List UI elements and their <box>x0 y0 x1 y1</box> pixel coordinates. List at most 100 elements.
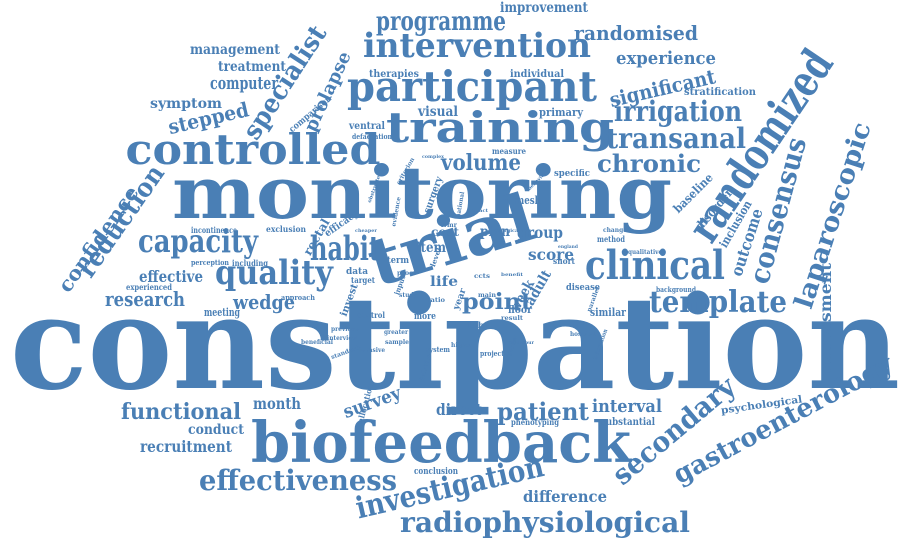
word-experience: experience <box>616 48 716 69</box>
word-control: control <box>357 310 385 320</box>
word-cheaper: cheaper <box>355 228 377 234</box>
word-life: life <box>430 274 458 290</box>
word-qualitative: qualitative <box>628 249 662 256</box>
word-radiophysiological: radiophysiological <box>400 506 690 539</box>
word-surgical: surgical <box>498 228 520 234</box>
word-term: term <box>387 256 409 266</box>
word-perception: perception <box>191 258 229 267</box>
word-research: research <box>105 287 185 311</box>
word-defaecation: defaecation <box>352 132 392 141</box>
word-functional: functional <box>121 399 241 425</box>
word-symptom: symptom <box>150 96 222 112</box>
word-ventral: ventral <box>348 121 385 132</box>
word-month: month <box>253 394 301 413</box>
word-method: method <box>597 234 625 244</box>
word-floor: floor <box>508 305 533 316</box>
word-treatment: treatment <box>218 59 286 75</box>
word-substantial: substantial <box>601 417 655 428</box>
word-clinical: clinical <box>585 242 725 289</box>
word-exclusion: exclusion <box>266 224 306 234</box>
word-project: project <box>480 349 505 358</box>
word-conduct: conduct <box>188 422 244 438</box>
word-including: including <box>232 258 268 268</box>
word-benefit: benefit <box>501 272 524 278</box>
word-background: background <box>656 285 696 294</box>
word-bibf: bibf <box>468 320 489 330</box>
word-interval: interval <box>592 396 662 417</box>
word-mesh: mesh <box>515 194 541 207</box>
word-constipation: constipation <box>10 269 900 419</box>
word-group: group <box>517 223 563 242</box>
word-hospital: hospital <box>570 331 597 338</box>
word-target: target <box>351 275 375 285</box>
word-participant: participant <box>347 62 598 111</box>
word-sample: sample <box>385 339 409 346</box>
word-greater: greater <box>384 329 409 336</box>
word-biofeedback: biofeedback <box>251 410 632 476</box>
word-score: score <box>528 245 574 264</box>
word-intervention: intervention <box>363 26 591 66</box>
word-plan: plan <box>480 224 510 240</box>
word-wedge: wedge <box>232 290 295 314</box>
word-controlled: controlled <box>126 125 381 174</box>
word-beneficial: beneficial <box>301 339 334 346</box>
word-ratio: ratio <box>427 297 445 304</box>
word-recruitment: recruitment <box>140 437 233 456</box>
word-stratification: stratification <box>684 87 757 98</box>
word-behaviour: behaviour <box>508 340 534 346</box>
word-measure: measure <box>492 146 526 156</box>
word-computer: computer <box>210 73 278 94</box>
word-direct: direct <box>436 400 483 419</box>
word-conclusion: conclusion <box>414 467 458 477</box>
word-short: short <box>553 256 575 266</box>
word-irrigation: irrigation <box>614 95 742 128</box>
word-ccts: ccts <box>474 273 491 280</box>
word-training: training <box>386 103 614 152</box>
word-management: management <box>190 42 280 58</box>
word-cost: cost <box>431 225 459 239</box>
word-programme: programme <box>376 7 506 37</box>
word-proc: proc <box>397 270 413 277</box>
word-habit: habit <box>310 229 380 269</box>
word-more: more <box>414 312 436 322</box>
word-phenotyping: phenotyping <box>511 417 559 427</box>
word-change: change <box>603 227 627 234</box>
word-data: data <box>346 267 368 277</box>
word-national: national <box>455 191 467 218</box>
word-effectiveness: effectiveness <box>199 464 397 497</box>
word-meeting: meeting <box>204 306 240 319</box>
word-specific: specific <box>554 169 590 179</box>
word-chronic: chronic <box>597 149 701 178</box>
word-interview: interview <box>327 335 358 342</box>
word-monitoring: monitoring <box>172 150 672 235</box>
word-capacity: capacity <box>138 222 259 260</box>
word-quality: quality <box>215 253 334 293</box>
word-disease: disease <box>566 283 600 293</box>
word-incontinence: incontinence <box>191 225 237 235</box>
word-volume: volume <box>440 150 521 176</box>
word-result: result <box>501 315 523 322</box>
word-lvmr: lvmr <box>441 222 458 229</box>
word-previous: previous <box>331 326 360 333</box>
word-visual: visual <box>417 104 458 120</box>
word-impact: impact <box>468 208 489 214</box>
word-patient: patient <box>497 397 589 426</box>
word-system: system <box>426 345 451 354</box>
word-primary: primary <box>539 106 584 119</box>
word-template: template <box>649 285 787 320</box>
word-item: item <box>416 240 446 256</box>
word-transanal: transanal <box>606 122 746 155</box>
word-main: main <box>478 292 497 299</box>
word-invasive: invasive <box>359 347 385 354</box>
word-study: study <box>399 292 417 299</box>
word-difference: difference <box>523 487 607 506</box>
word-therapies: therapies <box>369 69 419 80</box>
word-complex: complex <box>422 154 445 160</box>
word-individual: individual <box>510 69 564 80</box>
word-experienced: experienced <box>126 282 172 292</box>
word-higher: higher <box>451 342 474 349</box>
word-randomised: randomised <box>574 21 698 45</box>
word-improvement: improvement <box>500 0 588 16</box>
